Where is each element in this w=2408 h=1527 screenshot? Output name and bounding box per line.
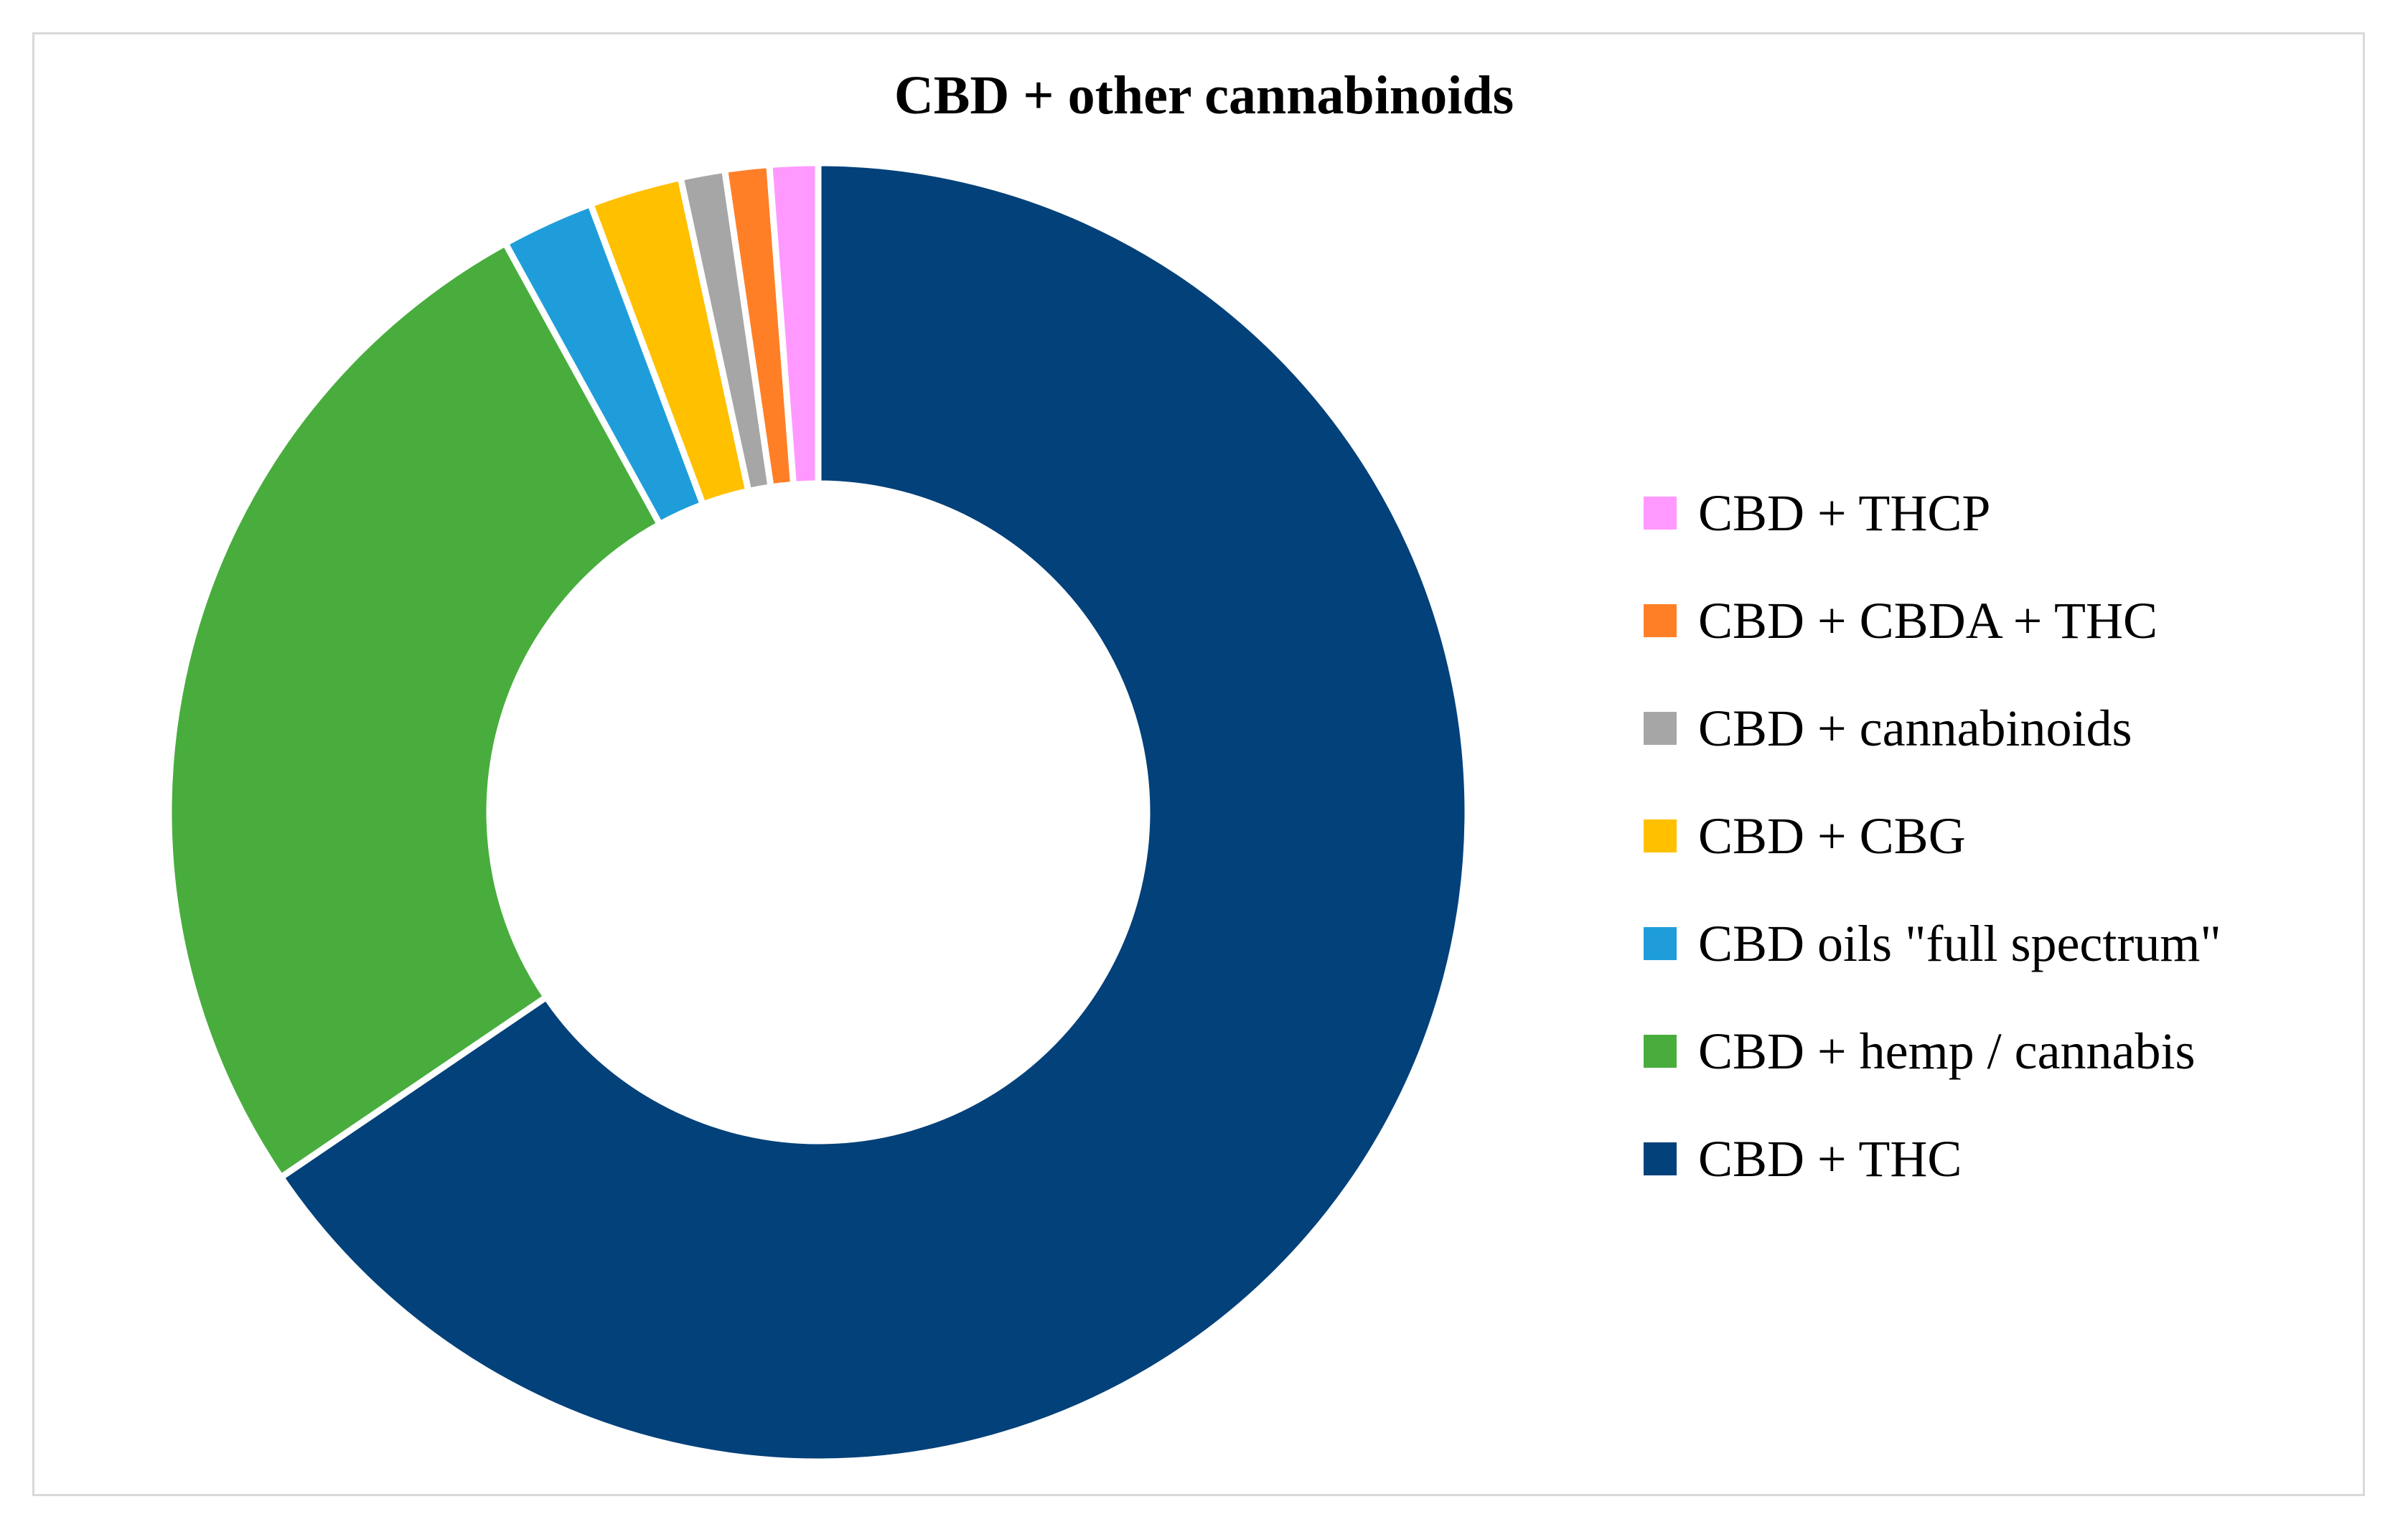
legend-label: CBD + CBDA + THC bbox=[1698, 592, 2158, 649]
legend-swatch bbox=[1644, 1035, 1677, 1068]
legend-swatch bbox=[1644, 1142, 1677, 1175]
chart-title: CBD + other cannabinoids bbox=[894, 65, 1514, 126]
legend-swatch bbox=[1644, 712, 1677, 745]
legend-swatch bbox=[1644, 604, 1677, 637]
legend-label: CBD + CBG bbox=[1698, 807, 1966, 865]
legend-item: CBD + hemp / cannabis bbox=[1644, 997, 2361, 1105]
donut-slice-6 bbox=[766, 159, 822, 489]
legend-swatch bbox=[1644, 497, 1677, 530]
legend-label: CBD + THC bbox=[1698, 1130, 1962, 1188]
legend-label: CBD + cannabinoids bbox=[1698, 700, 2132, 757]
legend-label: CBD + hemp / cannabis bbox=[1698, 1023, 2196, 1080]
legend-item: CBD + THC bbox=[1644, 1105, 2361, 1213]
legend-item: CBD + cannabinoids bbox=[1644, 675, 2361, 782]
legend-label: CBD oils "full spectrum" bbox=[1698, 915, 2221, 972]
donut-slice-1 bbox=[165, 238, 665, 1182]
legend-swatch bbox=[1644, 927, 1677, 960]
legend-label: CBD + THCP bbox=[1698, 484, 1991, 542]
legend-swatch bbox=[1644, 819, 1677, 852]
legend: CBD + THCP CBD + CBDA + THC CBD + cannabin… bbox=[1644, 459, 2361, 1213]
legend-item: CBD + CBDA + THC bbox=[1644, 567, 2361, 675]
legend-item: CBD oils "full spectrum" bbox=[1644, 890, 2361, 997]
legend-item: CBD + CBG bbox=[1644, 782, 2361, 890]
donut-slice-0 bbox=[276, 159, 1471, 1465]
legend-item: CBD + THCP bbox=[1644, 459, 2361, 567]
donut-slices bbox=[165, 159, 1471, 1465]
